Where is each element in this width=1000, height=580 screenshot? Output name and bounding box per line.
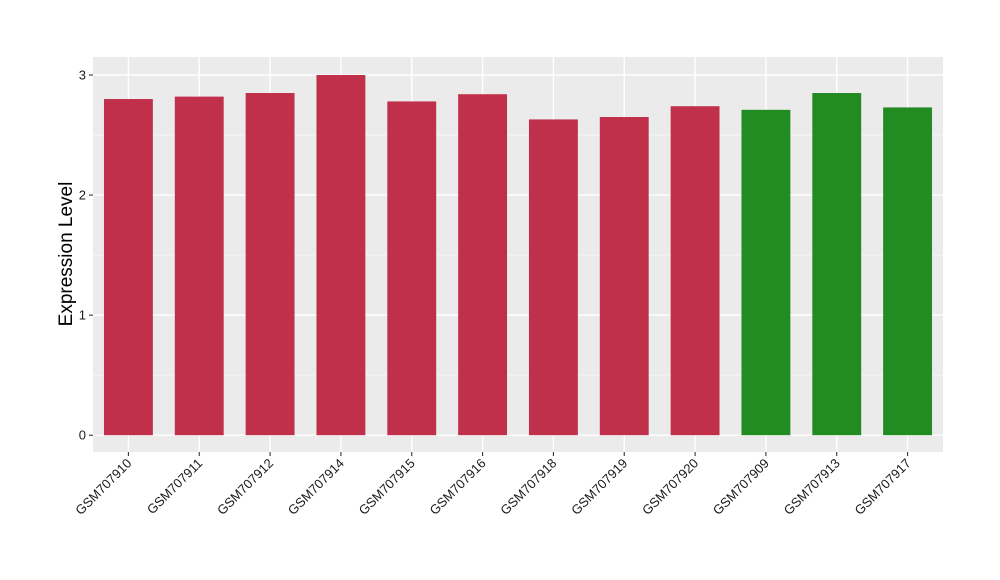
y-tick-label: 1 [79,308,86,323]
bar-GSM707915 [387,101,437,436]
x-tick-label: GSM707909 [710,456,772,518]
x-tick-label: GSM707917 [851,456,913,518]
plot-panel [93,57,943,452]
bar-GSM707919 [599,117,649,436]
y-axis-title: Expression Level [56,182,77,327]
x-tick-label: GSM707919 [568,456,630,518]
bars [103,75,933,436]
x-tick-label: GSM707913 [781,456,843,518]
bar-GSM707913 [812,93,862,436]
bar-GSM707920 [670,106,720,436]
x-tick-label: GSM707920 [639,456,701,518]
y-tick-label: 2 [79,188,86,203]
bar-GSM707909 [741,109,791,436]
bar-GSM707910 [103,99,153,436]
x-tick-label: GSM707916 [426,456,488,518]
y-tick-label: 0 [79,428,86,443]
bar-GSM707911 [174,96,224,436]
bar-GSM707914 [316,75,366,436]
bar-GSM707918 [528,119,578,436]
x-tick-label: GSM707912 [214,456,276,518]
x-axis: GSM707910 GSM707911 GSM707912 GSM707914 GSM7… [72,452,914,518]
bar-GSM707912 [245,93,295,436]
bar-GSM707916 [458,94,508,436]
x-tick-label: GSM707910 [72,456,134,518]
bar-GSM707917 [883,107,933,436]
x-tick-label: GSM707914 [285,456,347,518]
y-tick-label: 3 [79,68,86,83]
x-tick-label: GSM707918 [497,456,559,518]
y-axis: 0 1 2 3 [79,68,93,443]
x-tick-label: GSM707911 [144,456,206,518]
x-tick-label: GSM707915 [356,456,418,518]
